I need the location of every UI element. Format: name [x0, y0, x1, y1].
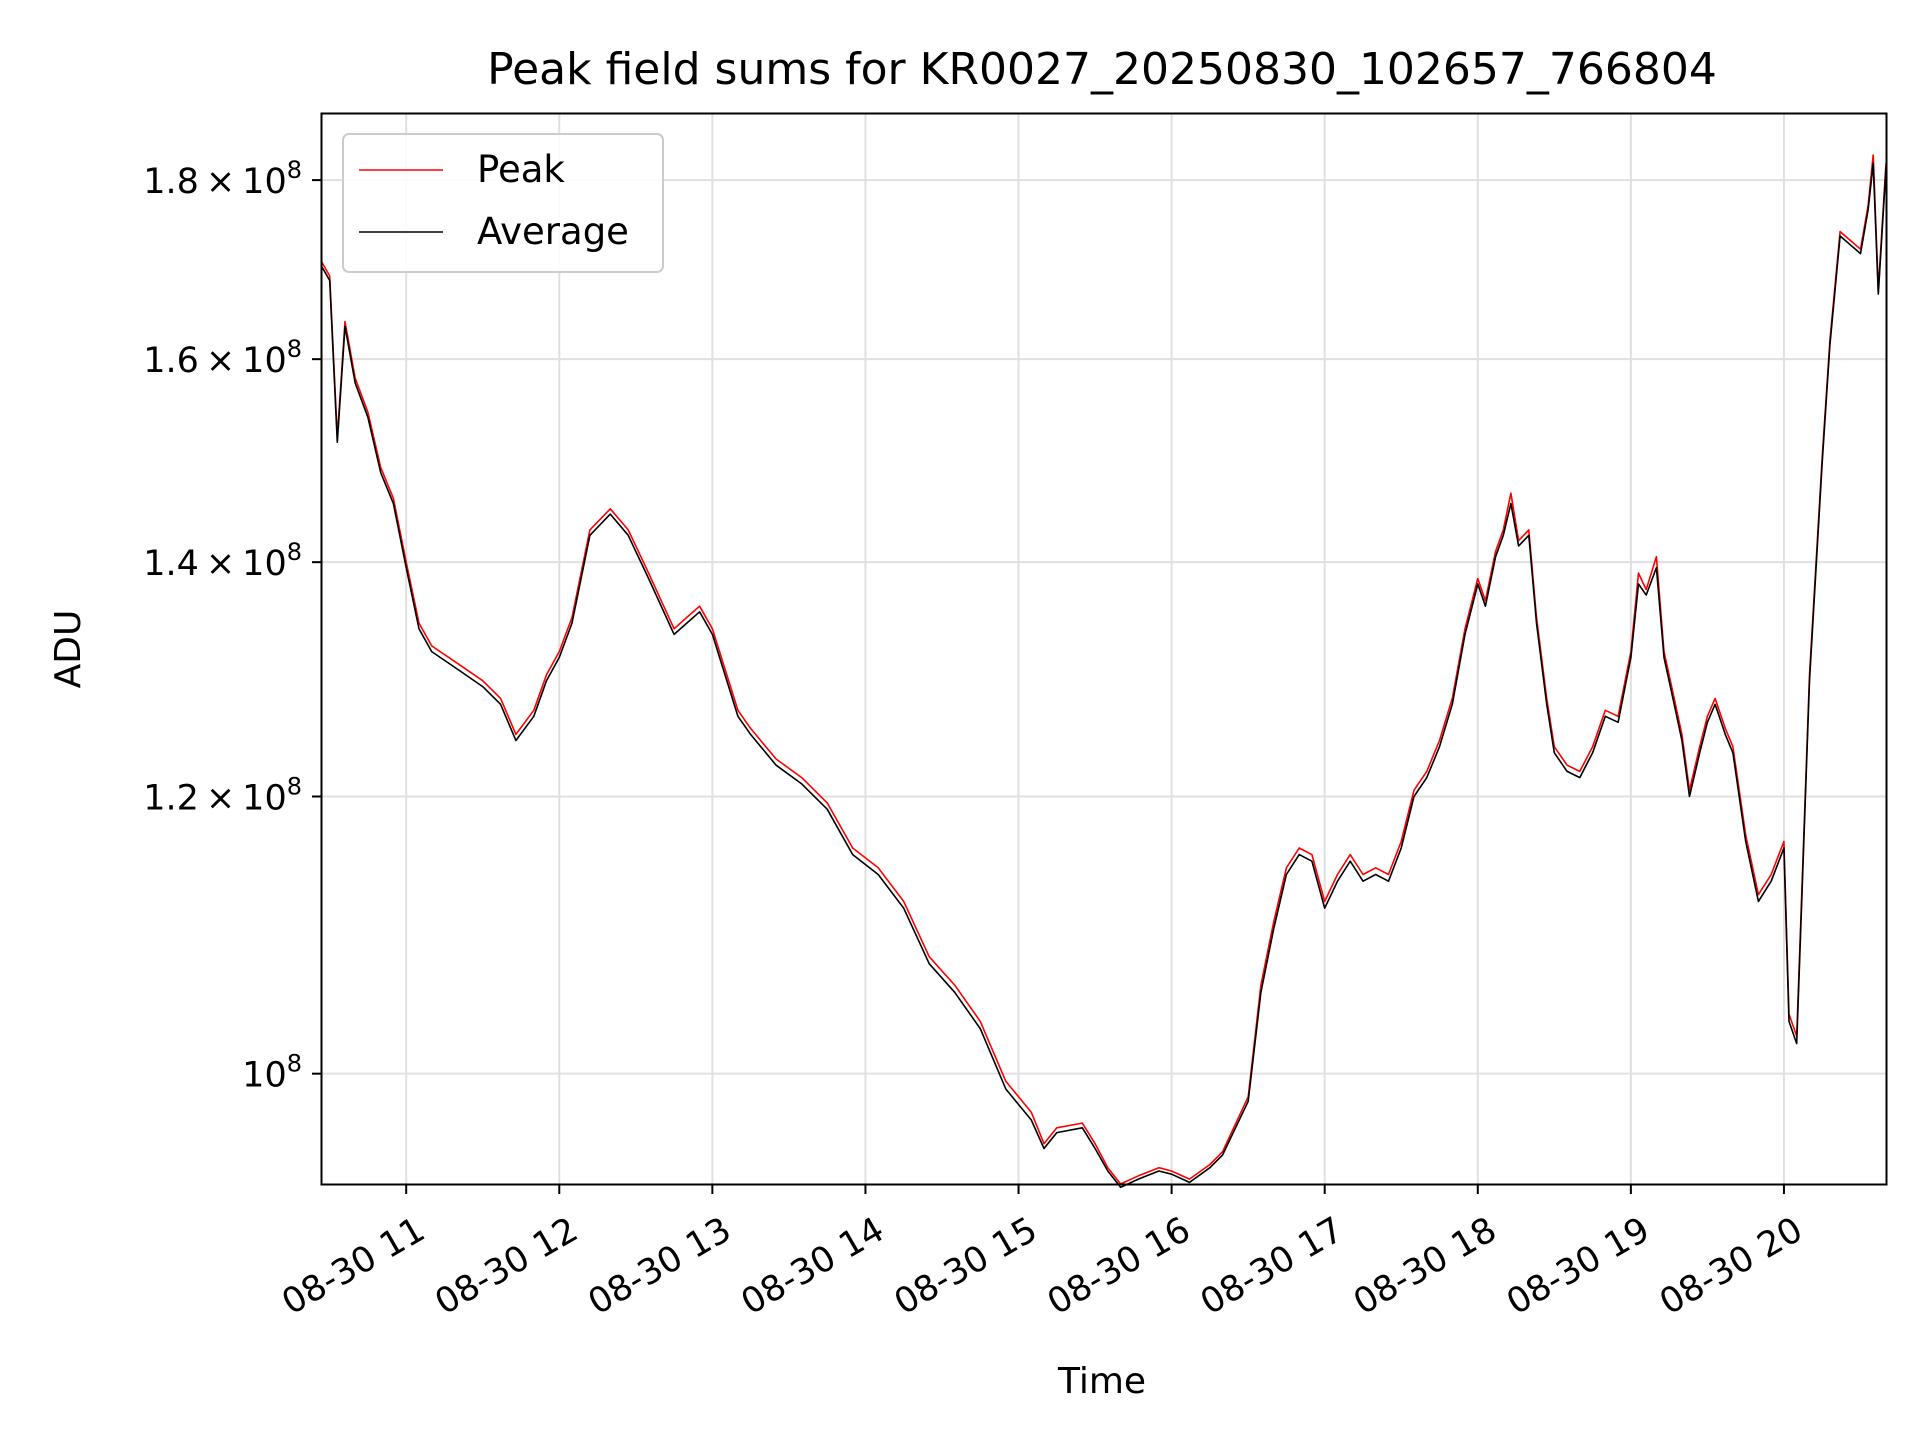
y-tick-mantissa: 1.2 × 10 — [143, 779, 287, 819]
legend-box — [342, 133, 664, 273]
y-tick-mantissa: 1.8 × 10 — [143, 162, 287, 202]
series-line-average — [321, 162, 1887, 1189]
y-tick-label: 1.8 × 108 — [143, 156, 302, 202]
y-tick-mantissa: 1.6 × 10 — [143, 341, 287, 381]
y-tick-exponent: 8 — [287, 538, 302, 566]
y-tick-exponent: 8 — [287, 773, 302, 801]
y-tick-mantissa: 1.4 × 10 — [143, 544, 287, 584]
y-tick-exponent: 8 — [287, 335, 302, 363]
y-tick-exponent: 8 — [287, 1050, 302, 1078]
grid-lines — [322, 114, 1886, 1184]
legend-label-peak: Peak — [477, 148, 565, 191]
y-tick-exponent: 8 — [287, 156, 302, 184]
y-tick-label: 1.4 × 108 — [143, 538, 302, 584]
legend: Peak Average — [342, 133, 664, 273]
y-tick-mantissa: 10 — [242, 1056, 287, 1096]
y-tick-label: 108 — [242, 1050, 302, 1096]
series-line-peak — [321, 154, 1887, 1185]
y-tick-label: 1.6 × 108 — [143, 335, 302, 381]
y-axis-label: ADU — [48, 610, 89, 689]
x-axis-label: Time — [1057, 1361, 1146, 1402]
legend-label-average: Average — [477, 210, 629, 253]
y-tick-label: 1.2 × 108 — [143, 773, 302, 819]
chart-title: Peak field sums for KR0027_20250830_1026… — [487, 44, 1717, 95]
data-series — [321, 154, 1887, 1189]
plot-frame — [320, 112, 1888, 1186]
